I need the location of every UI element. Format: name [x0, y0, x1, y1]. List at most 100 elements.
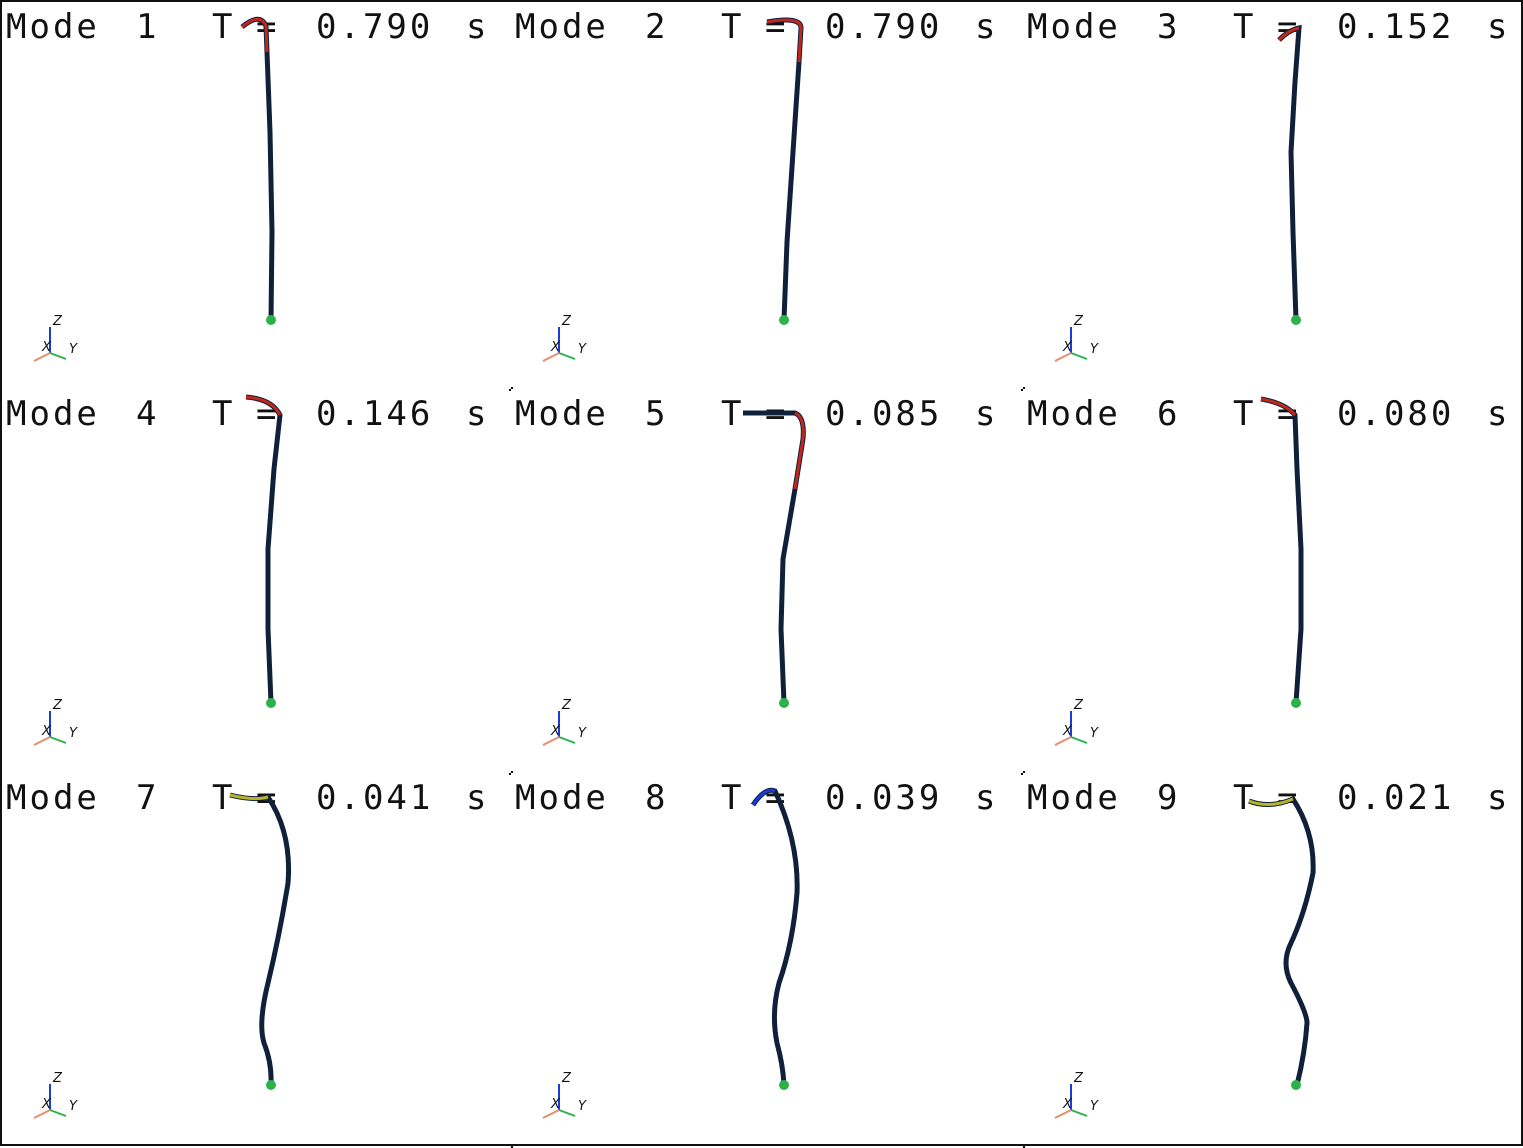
- mode-label: Mode: [1027, 778, 1121, 818]
- mode-label: Mode: [1027, 394, 1121, 434]
- z-axis-label: Z: [1073, 1072, 1084, 1086]
- period-symbol: T: [1233, 778, 1257, 818]
- y-axis-label: Y: [1090, 342, 1099, 357]
- period-unit: s: [1487, 394, 1511, 434]
- mode-number: 7: [136, 778, 160, 818]
- mode-panel-9: Mode 9 T = 0.021 s Z Y X: [1023, 773, 1521, 1144]
- axis-triad-icon: Z Y X: [539, 1071, 599, 1122]
- mode-label: Mode: [6, 778, 100, 818]
- axis-triad-icon: Z Y X: [30, 1071, 90, 1122]
- axis-triad-icon: Z Y X: [30, 698, 90, 749]
- base-node: [779, 1080, 789, 1090]
- period-symbol: T: [721, 394, 745, 434]
- mode-panel-3: Mode 3 T = 0.152 s Z Y X: [1023, 2, 1521, 387]
- mode-shape-8: [750, 787, 800, 1090]
- x-axis-label: X: [1062, 340, 1073, 355]
- y-axis-label: Y: [578, 1099, 587, 1114]
- period-value: 0.152: [1337, 7, 1455, 47]
- mode-panel-6: Mode 6 T = 0.080 s Z Y X: [1023, 389, 1521, 771]
- period-value: 0.021: [1337, 778, 1455, 818]
- period-value: 0.080: [1337, 394, 1455, 434]
- mode-label: Mode: [515, 7, 609, 47]
- mode-number: 4: [136, 394, 160, 434]
- period-unit: s: [1487, 7, 1511, 47]
- z-axis-label: Z: [1073, 699, 1084, 713]
- mode-label: Mode: [6, 7, 100, 47]
- z-axis-label: Z: [561, 699, 572, 713]
- x-axis-label: X: [41, 340, 52, 355]
- period-value: 0.790: [316, 7, 434, 47]
- period-unit: s: [975, 394, 999, 434]
- mode-shape-6: [1260, 396, 1304, 708]
- mode-label: Mode: [515, 778, 609, 818]
- z-axis-label: Z: [52, 699, 63, 713]
- mode-shape-2: [766, 17, 804, 325]
- period-unit: s: [466, 394, 490, 434]
- period-unit: s: [975, 7, 999, 47]
- base-node: [266, 698, 276, 708]
- z-axis-label: Z: [52, 1072, 63, 1086]
- mode-panel-7: Mode 7 T = 0.041 s Z Y X: [2, 773, 509, 1144]
- y-axis-label: Y: [69, 726, 78, 741]
- panel-title: Mode 2 T = 0.790 s: [515, 7, 995, 282]
- y-axis-label: Y: [578, 726, 587, 741]
- period-symbol: T: [212, 394, 236, 434]
- base-node: [266, 1080, 276, 1090]
- period-unit: s: [466, 7, 490, 47]
- y-axis-label: Y: [1090, 726, 1099, 741]
- axis-triad-icon: Z Y X: [539, 314, 599, 365]
- period-value: 0.790: [825, 7, 943, 47]
- period-symbol: T: [212, 7, 236, 47]
- base-node: [1291, 698, 1301, 708]
- base-node: [1291, 315, 1301, 325]
- mode-number: 5: [645, 394, 669, 434]
- axis-triad-icon: Z Y X: [1051, 1071, 1111, 1122]
- z-axis-label: Z: [561, 315, 572, 329]
- mode-label: Mode: [1027, 7, 1121, 47]
- y-axis-label: Y: [69, 342, 78, 357]
- mode-shape-3: [1277, 24, 1302, 325]
- period-unit: s: [1487, 778, 1511, 818]
- z-axis-label: Z: [52, 315, 63, 329]
- base-node: [1291, 1080, 1301, 1090]
- mode-shape-1: [240, 16, 276, 325]
- axis-triad-icon: Z Y X: [1051, 314, 1111, 365]
- mode-panel-1: Mode 1 T = 0.790 s Z Y X: [2, 2, 509, 387]
- period-value: 0.146: [316, 394, 434, 434]
- base-node: [779, 315, 789, 325]
- x-axis-label: X: [550, 340, 561, 355]
- x-axis-label: X: [1062, 1097, 1073, 1112]
- x-axis-label: X: [550, 724, 561, 739]
- mode-number: 6: [1157, 394, 1181, 434]
- mode-number: 3: [1157, 7, 1181, 47]
- period-symbol: T: [212, 778, 236, 818]
- mode-number: 8: [645, 778, 669, 818]
- x-axis-label: X: [41, 724, 52, 739]
- panel-title: Mode 4 T = 0.146 s: [6, 394, 486, 669]
- panel-title: Mode 9 T = 0.021 s: [1027, 778, 1507, 1053]
- period-value: 0.085: [825, 394, 943, 434]
- period-value: 0.041: [316, 778, 434, 818]
- mode-shape-5: [743, 410, 806, 708]
- mode-label: Mode: [6, 394, 100, 434]
- equals-sign: =: [1277, 778, 1301, 818]
- panel-title: Mode 6 T = 0.080 s: [1027, 394, 1507, 669]
- y-axis-label: Y: [1090, 1099, 1099, 1114]
- period-unit: s: [975, 778, 999, 818]
- mode-shape-9: [1248, 795, 1316, 1090]
- period-unit: s: [466, 778, 490, 818]
- panel-title: Mode 1 T = 0.790 s: [6, 7, 486, 282]
- y-axis-label: Y: [69, 1099, 78, 1114]
- x-axis-label: X: [41, 1097, 52, 1112]
- mode-panel-4: Mode 4 T = 0.146 s Z Y X: [2, 389, 509, 771]
- x-axis-label: X: [550, 1097, 561, 1112]
- x-axis-label: X: [1062, 724, 1073, 739]
- period-symbol: T: [721, 7, 745, 47]
- mode-label: Mode: [515, 394, 609, 434]
- period-symbol: T: [1233, 394, 1257, 434]
- panel-title: Mode 5 T = 0.085 s: [515, 394, 995, 669]
- mode-number: 2: [645, 7, 669, 47]
- mode-number: 1: [136, 7, 160, 47]
- period-symbol: T: [721, 778, 745, 818]
- period-value: 0.039: [825, 778, 943, 818]
